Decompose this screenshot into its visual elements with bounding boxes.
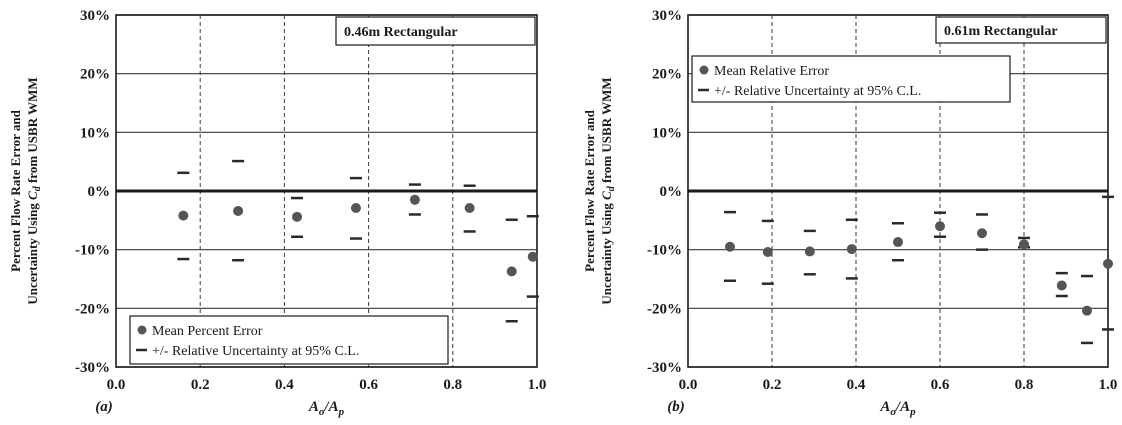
y-axis-label-part: C bbox=[599, 191, 614, 200]
mean-error-point bbox=[233, 205, 244, 216]
legend-label-mean: Mean Relative Error bbox=[714, 64, 829, 79]
y-tick-label: 0% bbox=[660, 184, 683, 200]
legend-box bbox=[691, 55, 1011, 103]
y-tick-label: 20% bbox=[80, 67, 110, 83]
mean-error-point bbox=[178, 210, 189, 221]
y-tick-label: -20% bbox=[75, 301, 110, 317]
y-axis-label-part: C bbox=[25, 191, 40, 200]
x-tick-label: 0.8 bbox=[443, 377, 462, 393]
mean-error-point bbox=[762, 247, 773, 258]
chart-panel-b: 30% 20% 10% 0% -10% -20% -30%0.0 0.2 0.4 0.6 0.8 1.… bbox=[582, 8, 1117, 418]
x-tick-label: 0.0 bbox=[107, 377, 126, 393]
x-tick-label: 0.0 bbox=[679, 377, 698, 393]
y-tick-label: 20% bbox=[652, 67, 682, 83]
title-box bbox=[935, 16, 1107, 44]
x-tick-label: 1.0 bbox=[1099, 377, 1118, 393]
x-axis-label-subscript: o bbox=[890, 406, 896, 418]
legend-marker-circle bbox=[699, 65, 709, 75]
y-tick-label: 10% bbox=[652, 125, 682, 141]
y-axis-label-line2: Uncertainty Using Cd from USBR WMM bbox=[599, 77, 617, 304]
legend-box bbox=[129, 315, 449, 365]
y-axis-label-part: Uncertainty Using bbox=[25, 200, 40, 305]
legend-marker-circle bbox=[137, 325, 147, 335]
chart-title: 0.61m Rectangular bbox=[944, 24, 1058, 39]
y-tick-label: -30% bbox=[75, 360, 110, 376]
x-tick-label: 0.6 bbox=[359, 377, 378, 393]
x-tick-label: 0.2 bbox=[191, 377, 210, 393]
x-axis-label-subscript: o bbox=[319, 406, 325, 418]
x-tick-label: 0.6 bbox=[931, 377, 950, 393]
mean-error-point bbox=[804, 246, 815, 257]
mean-error-point bbox=[506, 266, 517, 277]
mean-error-point bbox=[977, 228, 987, 239]
y-tick-label: 10% bbox=[80, 125, 110, 141]
x-tick-label: 0.4 bbox=[275, 377, 294, 393]
x-axis-label-part: /A bbox=[895, 399, 910, 415]
chart-title: 0.46m Rectangular bbox=[344, 25, 458, 40]
mean-error-point bbox=[464, 203, 475, 214]
panel-label: (a) bbox=[95, 399, 113, 415]
y-axis-label-subscript: d bbox=[606, 185, 617, 191]
mean-error-point bbox=[1103, 258, 1113, 269]
plot-frame bbox=[687, 14, 1109, 368]
x-tick-label: 0.8 bbox=[1015, 377, 1034, 393]
y-axis-label-part: Uncertainty Using bbox=[599, 200, 614, 305]
y-tick-label: 30% bbox=[652, 8, 682, 24]
x-axis-label: Ao/Ap bbox=[879, 399, 916, 418]
legend-label-uncertainty: +/- Relative Uncertainty at 95% C.L. bbox=[152, 344, 359, 359]
y-tick-label: -20% bbox=[647, 301, 682, 317]
x-axis-label-part: /A bbox=[323, 399, 338, 415]
mean-error-point bbox=[527, 251, 538, 262]
mean-error-point bbox=[1056, 280, 1067, 291]
x-axis-label-subscript: p bbox=[909, 406, 916, 418]
x-tick-label: 1.0 bbox=[528, 377, 547, 393]
y-tick-label: 0% bbox=[88, 184, 111, 200]
y-tick-label: -30% bbox=[647, 360, 682, 376]
x-axis-label-part: A bbox=[879, 399, 890, 415]
y-tick-label: 30% bbox=[80, 8, 110, 24]
mean-error-point bbox=[846, 244, 857, 255]
legend-label-uncertainty: +/- Relative Uncertainty at 95% C.L. bbox=[714, 84, 921, 99]
x-axis-label-subscript: p bbox=[338, 406, 345, 418]
y-axis-label-subscript: d bbox=[32, 185, 43, 191]
y-axis-label-part: from USBR WMM bbox=[599, 77, 614, 186]
y-tick-label: -10% bbox=[647, 243, 682, 259]
x-tick-label: 0.2 bbox=[763, 377, 782, 393]
x-axis-label: Ao/Ap bbox=[308, 399, 345, 418]
panel-label: (b) bbox=[667, 399, 685, 415]
mean-error-point bbox=[935, 221, 945, 232]
plot-frame bbox=[115, 14, 538, 368]
y-axis-label-line1: Percent Flow Rate Error and bbox=[8, 109, 23, 272]
y-axis-label-line1: Percent Flow Rate Error and bbox=[582, 109, 597, 272]
y-tick-label: -10% bbox=[75, 243, 110, 259]
x-tick-label: 0.4 bbox=[847, 377, 866, 393]
x-axis-label-part: A bbox=[308, 399, 319, 415]
mean-error-point bbox=[350, 203, 361, 214]
mean-error-point bbox=[725, 241, 735, 252]
legend-label-mean: Mean Percent Error bbox=[152, 324, 263, 339]
mean-error-point bbox=[409, 194, 420, 205]
y-axis-label-part: from USBR WMM bbox=[25, 77, 40, 186]
y-axis-label-line2: Uncertainty Using Cd from USBR WMM bbox=[25, 77, 43, 304]
chart-panel-a: 30% 20% 10% 0% -10% -20% -30%0.0 0.2 0.4 0.6 0.8 1.… bbox=[8, 8, 546, 418]
title-box bbox=[335, 16, 536, 46]
mean-error-point bbox=[292, 211, 303, 222]
mean-error-point bbox=[1019, 239, 1029, 250]
mean-error-point bbox=[893, 237, 903, 248]
mean-error-point bbox=[1082, 305, 1092, 316]
